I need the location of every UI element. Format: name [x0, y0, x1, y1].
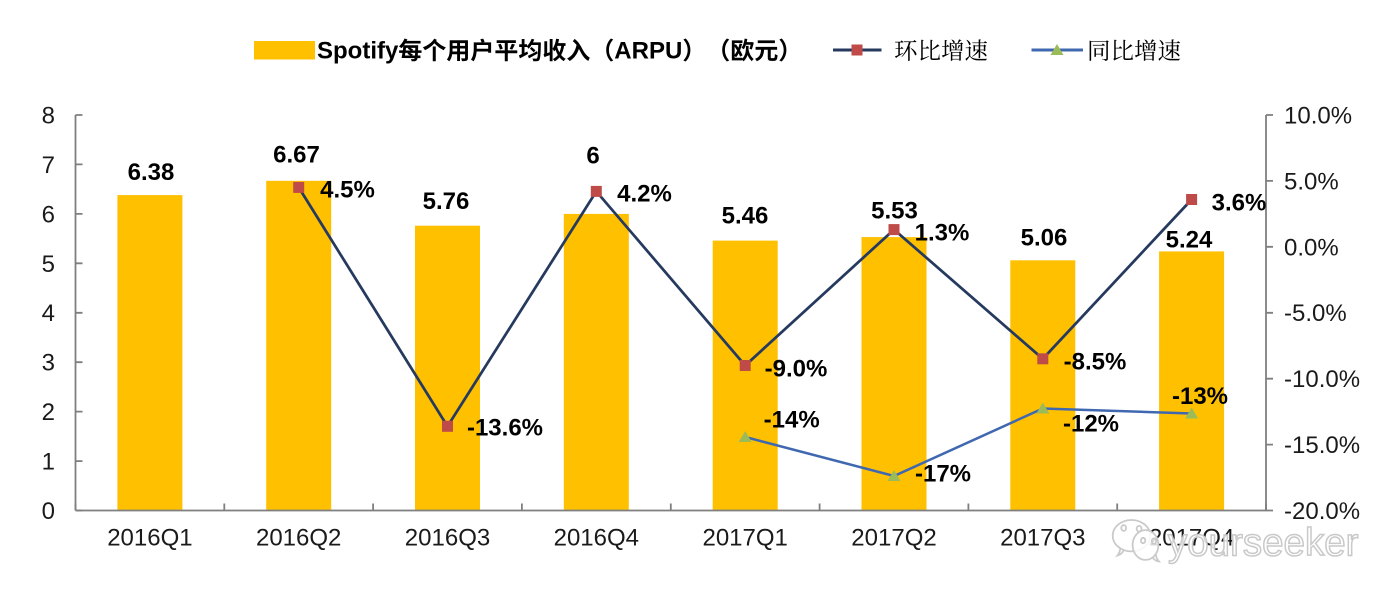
svg-text:2017Q1: 2017Q1: [702, 525, 787, 552]
svg-text:-17%: -17%: [915, 461, 971, 488]
svg-text:3.6%: 3.6%: [1212, 190, 1267, 217]
svg-text:6.38: 6.38: [128, 159, 175, 186]
svg-text:7: 7: [42, 152, 55, 179]
svg-text:-13%: -13%: [1172, 383, 1228, 410]
svg-text:0.0%: 0.0%: [1284, 234, 1339, 261]
svg-text:-10.0%: -10.0%: [1284, 366, 1360, 393]
svg-text:1.3%: 1.3%: [915, 220, 970, 247]
svg-text:5: 5: [42, 251, 55, 278]
svg-text:6: 6: [586, 143, 599, 170]
svg-text:5.76: 5.76: [423, 188, 470, 215]
svg-text:2016Q1: 2016Q1: [107, 525, 192, 552]
svg-text:4.2%: 4.2%: [617, 181, 672, 208]
svg-text:-14%: -14%: [764, 407, 820, 434]
svg-text:0: 0: [42, 498, 55, 525]
svg-text:2017Q3: 2017Q3: [1000, 525, 1085, 552]
svg-text:6: 6: [42, 201, 55, 228]
svg-text:-9.0%: -9.0%: [765, 356, 828, 383]
svg-text:-8.5%: -8.5%: [1064, 349, 1127, 376]
svg-text:5.53: 5.53: [871, 198, 918, 225]
svg-text:5.46: 5.46: [722, 202, 769, 229]
svg-text:3: 3: [42, 350, 55, 377]
svg-text:5.24: 5.24: [1166, 227, 1213, 254]
svg-text:-12%: -12%: [1063, 411, 1119, 438]
svg-text:ARPU: ARPU: [614, 38, 682, 65]
svg-text:2016Q3: 2016Q3: [405, 525, 490, 552]
svg-text:yourseeker: yourseeker: [1168, 522, 1359, 565]
svg-text:4.5%: 4.5%: [320, 177, 375, 204]
svg-text:-5.0%: -5.0%: [1284, 300, 1347, 327]
svg-text:-15.0%: -15.0%: [1284, 432, 1360, 459]
svg-text:8: 8: [42, 103, 55, 130]
svg-text:1: 1: [42, 449, 55, 476]
svg-text:2017Q2: 2017Q2: [851, 525, 936, 552]
svg-text:6.67: 6.67: [273, 142, 320, 169]
svg-text:Spotify: Spotify: [317, 38, 399, 65]
svg-text:10.0%: 10.0%: [1284, 103, 1352, 130]
svg-text:5.0%: 5.0%: [1284, 168, 1339, 195]
svg-text:-13.6%: -13.6%: [467, 415, 543, 442]
svg-text:2016Q4: 2016Q4: [554, 525, 639, 552]
svg-text:5.06: 5.06: [1021, 225, 1068, 252]
svg-text:-20.0%: -20.0%: [1284, 498, 1360, 525]
svg-text:4: 4: [42, 300, 55, 327]
svg-text:2: 2: [42, 399, 55, 426]
svg-text:2017Q4: 2017Q4: [1149, 525, 1234, 552]
svg-text:2016Q2: 2016Q2: [256, 525, 341, 552]
